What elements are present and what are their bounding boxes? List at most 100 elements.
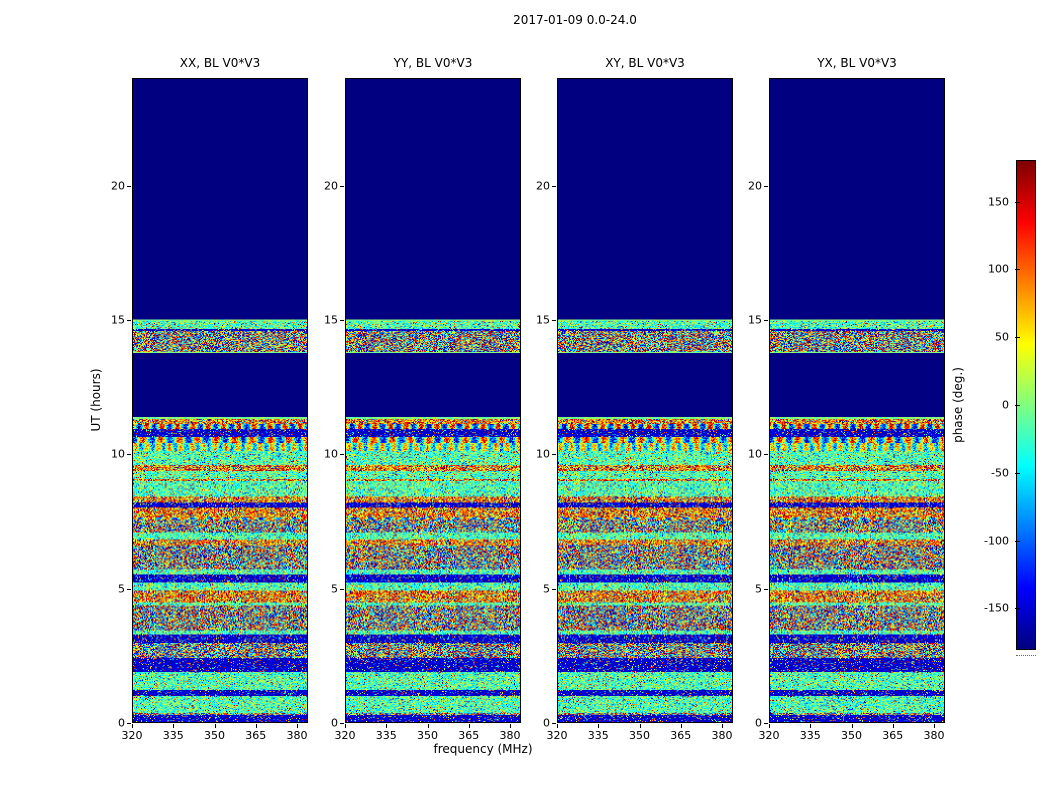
y-tick-mark bbox=[764, 319, 768, 321]
colorbar-label: phase (deg.) bbox=[951, 367, 965, 443]
y-tick-mark bbox=[552, 185, 556, 187]
colorbar-tick-mark bbox=[1015, 472, 1020, 474]
x-tick-mark bbox=[297, 724, 298, 728]
x-tick-label: 320 bbox=[121, 729, 143, 742]
x-tick-label: 320 bbox=[758, 729, 780, 742]
x-tick-label: 380 bbox=[711, 729, 733, 742]
y-tick-label: 15 bbox=[324, 313, 338, 327]
colorbar-tick-label: -50 bbox=[991, 466, 1009, 480]
x-tick-label: 335 bbox=[162, 729, 184, 742]
x-tick-mark bbox=[639, 724, 641, 728]
colorbar-tick-mark bbox=[1015, 337, 1020, 339]
colorbar-tick-label: 150 bbox=[988, 195, 1009, 209]
colorbar-tick-label: 50 bbox=[995, 330, 1009, 344]
x-tick-mark bbox=[427, 724, 429, 728]
y-tick-label: 5 bbox=[543, 582, 550, 596]
y-tick-label: 15 bbox=[748, 313, 762, 327]
colorbar-tick-label: 100 bbox=[988, 262, 1009, 276]
y-tick-mark bbox=[127, 723, 131, 724]
x-tick-mark bbox=[934, 724, 935, 728]
y-tick-label: 0 bbox=[755, 716, 762, 730]
x-tick-label: 335 bbox=[799, 729, 821, 742]
colorbar-tick-mark bbox=[1015, 608, 1020, 610]
colorbar-gradient bbox=[1017, 161, 1035, 649]
y-tick-mark bbox=[340, 185, 344, 187]
figure-title: 2017-01-09 0.0-24.0 bbox=[513, 13, 637, 27]
y-tick-label: 5 bbox=[331, 582, 338, 596]
subplot-xx-title: XX, BL V0*V3 bbox=[179, 56, 261, 70]
subplot-yx: YX, BL V0*V3 20 15 10 5 0 320 335 350 36… bbox=[748, 56, 945, 741]
x-tick-label: 320 bbox=[546, 729, 568, 742]
subplot-xy-heatmap bbox=[558, 79, 732, 722]
x-tick-mark bbox=[598, 724, 600, 728]
y-tick-mark bbox=[340, 454, 344, 456]
y-tick-label: 20 bbox=[748, 179, 762, 192]
y-tick-mark bbox=[552, 454, 556, 456]
colorbar-tick-label: -150 bbox=[984, 601, 1009, 615]
colorbar-tick-mark bbox=[1015, 405, 1020, 406]
y-tick-label: 5 bbox=[755, 582, 762, 596]
x-tick-label: 320 bbox=[334, 729, 356, 742]
y-tick-mark bbox=[340, 723, 344, 724]
colorbar: 150 100 50 0 -50 -100 -150 bbox=[984, 160, 1036, 650]
x-tick-label: 335 bbox=[587, 729, 609, 742]
subplot-xy-plot bbox=[557, 78, 733, 723]
y-tick-label: 15 bbox=[536, 313, 550, 327]
y-tick-mark bbox=[552, 723, 556, 724]
y-tick-label: 0 bbox=[118, 716, 125, 730]
subplot-yy-title: YY, BL V0*V3 bbox=[393, 56, 473, 70]
colorbar-tick-mark bbox=[1015, 201, 1020, 203]
subplot-yy: YY, BL V0*V3 20 15 10 5 0 320 335 350 36… bbox=[324, 56, 521, 741]
x-tick-mark bbox=[892, 724, 894, 728]
colorbar-tick-mark bbox=[1015, 540, 1020, 542]
y-tick-label: 10 bbox=[324, 447, 338, 461]
y-tick-mark bbox=[552, 319, 556, 321]
x-tick-mark bbox=[851, 724, 853, 728]
x-tick-label: 380 bbox=[923, 729, 945, 742]
colorbar-tick-mark bbox=[1015, 269, 1020, 271]
y-tick-mark bbox=[127, 319, 131, 321]
x-tick-mark bbox=[769, 724, 770, 728]
x-tick-mark bbox=[722, 724, 723, 728]
y-tick-mark bbox=[764, 454, 768, 456]
y-tick-label: 10 bbox=[748, 447, 762, 461]
y-tick-label: 10 bbox=[111, 447, 125, 461]
x-tick-mark bbox=[173, 724, 175, 728]
y-tick-mark bbox=[127, 588, 131, 590]
subplot-xx-plot bbox=[132, 78, 308, 723]
y-tick-label: 0 bbox=[543, 716, 550, 730]
y-tick-label: 5 bbox=[118, 582, 125, 596]
y-tick-label: 0 bbox=[331, 716, 338, 730]
x-tick-mark bbox=[510, 724, 511, 728]
subplot-yx-plot bbox=[769, 78, 945, 723]
x-tick-mark bbox=[214, 724, 216, 728]
x-axis-label: frequency (MHz) bbox=[433, 742, 533, 756]
x-tick-label: 365 bbox=[882, 729, 904, 742]
y-tick-label: 20 bbox=[111, 179, 125, 192]
subplot-yx-heatmap bbox=[770, 79, 944, 722]
x-tick-mark bbox=[345, 724, 346, 728]
subplot-xy: XY, BL V0*V3 20 15 10 5 0 320 335 350 36… bbox=[536, 56, 733, 741]
x-tick-label: 335 bbox=[375, 729, 397, 742]
subplot-xx: XX, BL V0*V3 20 15 10 5 0 320 335 350 36… bbox=[111, 56, 308, 741]
subplot-yy-heatmap bbox=[346, 79, 520, 722]
y-tick-label: 10 bbox=[536, 447, 550, 461]
x-tick-label: 350 bbox=[841, 729, 862, 742]
x-tick-mark bbox=[680, 724, 682, 728]
y-tick-label: 15 bbox=[111, 313, 125, 327]
subplot-yy-plot bbox=[345, 78, 521, 723]
x-tick-mark bbox=[810, 724, 812, 728]
y-tick-mark bbox=[340, 588, 344, 590]
x-tick-label: 365 bbox=[245, 729, 267, 742]
y-tick-label: 20 bbox=[324, 179, 338, 192]
colorbar-extend-marker bbox=[1016, 650, 1036, 656]
x-tick-label: 350 bbox=[629, 729, 650, 742]
y-tick-mark bbox=[127, 185, 131, 187]
x-tick-label: 380 bbox=[499, 729, 521, 742]
y-tick-label: 20 bbox=[536, 179, 550, 192]
y-tick-mark bbox=[127, 454, 131, 456]
subplot-yx-title: YX, BL V0*V3 bbox=[817, 56, 897, 70]
x-tick-label: 365 bbox=[670, 729, 692, 742]
x-tick-mark bbox=[468, 724, 470, 728]
x-tick-mark bbox=[255, 724, 257, 728]
